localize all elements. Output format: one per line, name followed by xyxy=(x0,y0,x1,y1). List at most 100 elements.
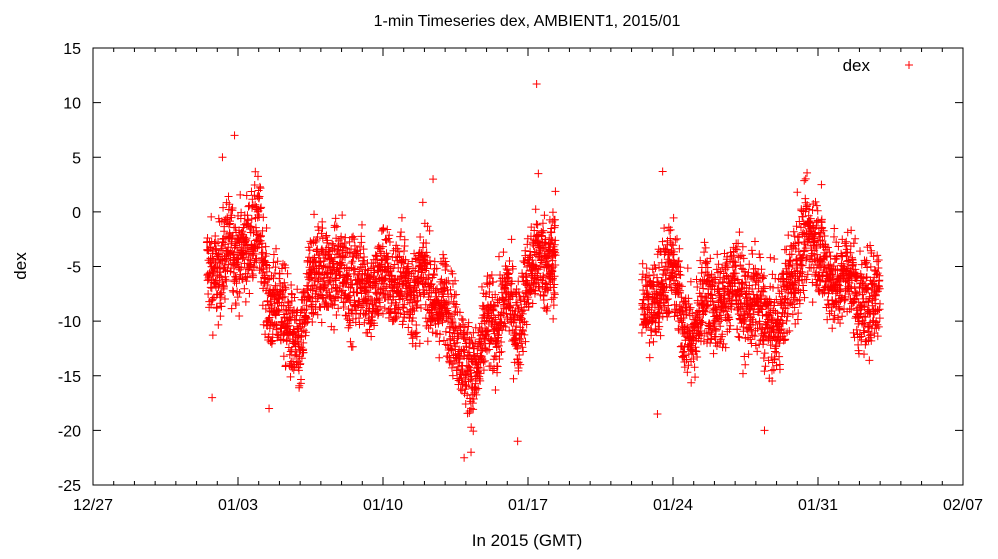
data-point xyxy=(548,208,557,217)
data-point xyxy=(447,292,456,301)
data-point xyxy=(340,253,349,262)
data-point xyxy=(523,295,532,304)
data-point xyxy=(768,270,777,279)
data-point xyxy=(638,275,647,284)
data-point xyxy=(745,260,754,269)
data-point xyxy=(767,366,776,375)
data-point xyxy=(736,287,745,296)
data-point xyxy=(758,273,767,282)
data-point-outlier xyxy=(534,169,543,178)
data-point xyxy=(782,316,791,325)
data-point xyxy=(738,242,747,251)
data-point xyxy=(873,332,882,341)
data-point xyxy=(379,309,387,318)
data-point xyxy=(735,333,744,342)
data-point xyxy=(442,262,451,271)
data-point xyxy=(217,273,226,282)
data-point xyxy=(815,287,824,296)
data-point xyxy=(812,250,821,259)
data-point xyxy=(655,322,664,331)
data-point xyxy=(788,310,797,319)
data-point xyxy=(830,224,839,233)
data-point xyxy=(735,228,744,237)
data-point xyxy=(677,293,686,302)
data-point xyxy=(733,325,742,334)
data-point xyxy=(350,241,359,250)
data-point xyxy=(547,235,556,244)
data-point xyxy=(853,289,862,298)
data-point xyxy=(292,311,301,320)
data-point xyxy=(638,259,647,268)
data-point xyxy=(739,254,748,263)
data-point xyxy=(811,197,820,206)
data-point xyxy=(760,349,769,358)
data-point xyxy=(738,369,747,378)
data-point xyxy=(862,337,871,346)
data-point xyxy=(725,325,734,334)
data-point xyxy=(293,285,302,294)
data-point xyxy=(539,272,548,281)
data-point xyxy=(234,234,243,243)
data-point xyxy=(801,174,810,183)
data-point xyxy=(237,263,246,272)
data-point xyxy=(771,344,780,353)
data-point xyxy=(740,352,749,361)
data-point xyxy=(539,295,548,304)
data-point xyxy=(377,256,386,265)
data-point xyxy=(709,349,718,358)
data-point xyxy=(349,269,358,278)
data-point xyxy=(492,342,501,351)
data-point xyxy=(645,338,654,347)
data-point xyxy=(639,296,648,305)
data-point xyxy=(363,328,372,337)
data-point xyxy=(235,288,244,297)
data-point xyxy=(847,226,856,235)
data-point xyxy=(531,286,540,295)
data-point xyxy=(272,244,281,253)
data-point xyxy=(411,342,420,351)
data-point xyxy=(516,360,525,369)
data-point xyxy=(849,260,858,269)
data-point xyxy=(777,287,786,296)
data-point xyxy=(869,252,878,261)
data-point xyxy=(306,274,315,283)
data-point xyxy=(286,372,295,381)
data-point xyxy=(655,263,664,272)
data-point xyxy=(825,248,834,257)
data-point xyxy=(475,369,484,378)
data-point xyxy=(800,238,809,247)
data-point xyxy=(811,244,820,253)
data-point xyxy=(219,203,228,212)
data-point xyxy=(269,290,278,299)
data-point xyxy=(827,307,836,316)
legend-marker-symbol xyxy=(905,61,913,69)
data-point xyxy=(835,305,844,314)
data-point xyxy=(506,317,515,326)
data-point xyxy=(208,295,217,304)
data-point xyxy=(471,379,480,388)
data-point xyxy=(522,320,531,329)
data-point xyxy=(826,260,835,269)
data-point xyxy=(658,237,667,246)
data-point xyxy=(537,258,546,267)
data-point xyxy=(275,308,284,317)
data-point xyxy=(242,277,251,286)
data-point xyxy=(645,353,654,362)
data-point xyxy=(317,318,326,327)
data-point xyxy=(857,332,866,341)
x-tick-label: 01/31 xyxy=(798,497,838,514)
data-point xyxy=(267,339,276,348)
data-point xyxy=(871,291,880,300)
data-point xyxy=(770,298,779,307)
data-point xyxy=(448,318,457,327)
data-point xyxy=(823,243,832,252)
data-point xyxy=(356,249,365,258)
data-point xyxy=(686,303,695,312)
x-tick-label: 01/10 xyxy=(363,497,403,514)
data-point-outlier xyxy=(532,80,541,89)
data-point xyxy=(418,243,427,252)
data-point xyxy=(352,306,361,315)
data-point xyxy=(819,226,828,235)
data-point xyxy=(734,253,743,262)
data-point xyxy=(412,321,421,330)
